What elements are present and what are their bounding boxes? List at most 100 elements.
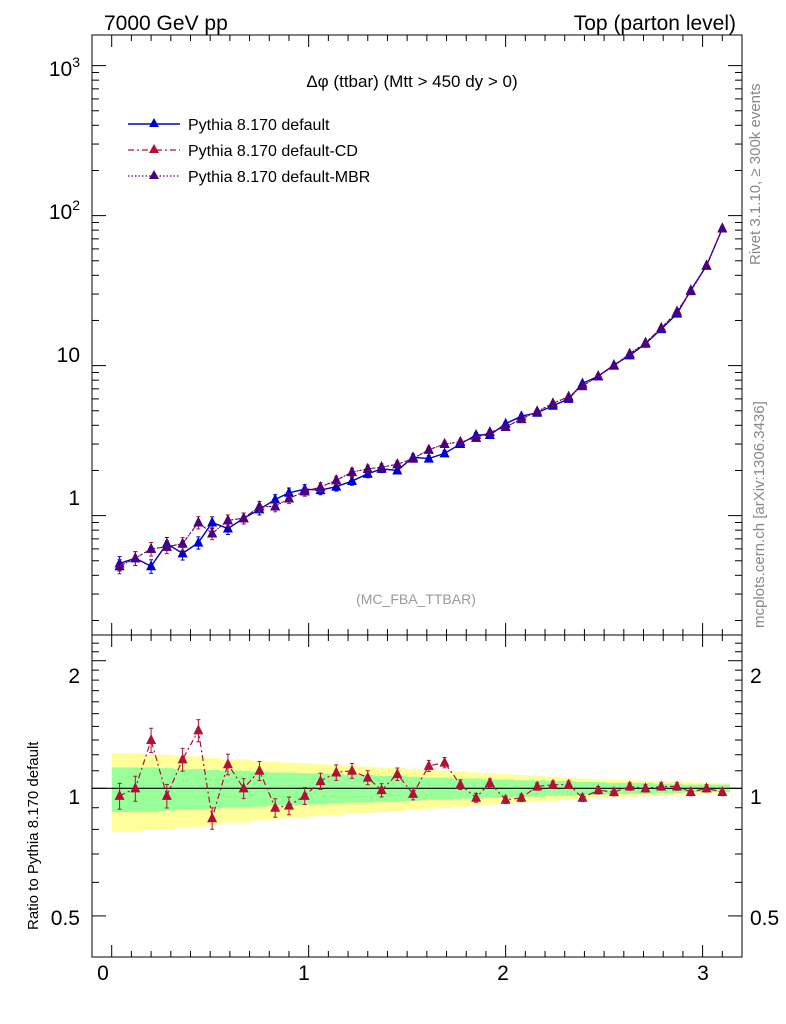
data-point-mbr bbox=[685, 285, 696, 296]
data-point-mbr bbox=[547, 397, 558, 408]
data-point-mbr bbox=[516, 413, 527, 424]
ratio-point-cd bbox=[471, 791, 482, 802]
ratio-tick-05-right: 0.5 bbox=[750, 907, 779, 930]
ratio-point-cd bbox=[283, 799, 294, 810]
data-point-mbr bbox=[161, 540, 172, 551]
mcplots-label: mcplots.cern.ch [arXiv:1306.3436] bbox=[751, 401, 768, 628]
analysis-watermark: (MC_FBA_TTBAR) bbox=[356, 591, 476, 607]
legend-entry-cd: Pythia 8.170 default-CD bbox=[128, 143, 358, 160]
data-point-mbr bbox=[376, 461, 387, 472]
data-point-mbr bbox=[608, 359, 619, 370]
legend-label-cd: Pythia 8.170 default-CD bbox=[188, 143, 358, 160]
ratio-y-tick-labels: 2 1 0.5 2 1 0.5 bbox=[51, 665, 779, 930]
data-point-mbr bbox=[299, 485, 310, 496]
data-point-mbr bbox=[672, 305, 682, 316]
data-point-mbr bbox=[270, 500, 281, 511]
data-point-mbr bbox=[207, 527, 218, 538]
data-point-mbr bbox=[640, 336, 651, 347]
series-line-default bbox=[119, 228, 723, 568]
data-point-mbr bbox=[130, 552, 141, 563]
data-point-mbr bbox=[331, 474, 342, 485]
ratio-point-cd bbox=[347, 764, 357, 775]
data-point-default bbox=[347, 475, 357, 486]
data-point-default bbox=[439, 447, 450, 458]
data-point-mbr bbox=[577, 380, 588, 391]
ratio-point-cd bbox=[701, 782, 712, 793]
ratio-panel-frame bbox=[91, 634, 743, 958]
ratio-tick-1-left: 1 bbox=[68, 786, 80, 809]
ratio-point-cd bbox=[408, 787, 419, 798]
main-y-tick-labels: 103 102 10 1 bbox=[49, 54, 80, 510]
data-point-mbr bbox=[315, 481, 326, 492]
x-tick-0: 0 bbox=[97, 962, 109, 985]
data-point-default bbox=[177, 547, 188, 558]
data-point-mbr bbox=[177, 537, 188, 548]
data-point-default bbox=[146, 560, 157, 571]
legend-entry-mbr: Pythia 8.170 default-MBR bbox=[128, 169, 370, 186]
ratio-point-cd bbox=[484, 776, 495, 787]
legend-entry-default: Pythia 8.170 default bbox=[128, 117, 330, 134]
data-point-mbr bbox=[656, 322, 667, 333]
series-line-cd bbox=[119, 228, 723, 567]
chart-title: Δφ (ttbar) (Mtt > 450 dy > 0) bbox=[306, 72, 517, 91]
ratio-point-cd bbox=[331, 766, 342, 777]
header-left: 7000 GeV pp bbox=[104, 12, 228, 35]
legend-marker-mbr bbox=[149, 170, 159, 179]
data-point-default bbox=[222, 522, 233, 533]
ratio-tick-2-left: 2 bbox=[68, 665, 80, 688]
ratio-point-cd bbox=[593, 784, 604, 795]
ratio-point-cd bbox=[114, 789, 125, 800]
data-point-default bbox=[193, 536, 204, 547]
data-point-mbr bbox=[563, 390, 574, 401]
ratio-uncertainty-bands bbox=[92, 753, 742, 832]
axis-ticks bbox=[92, 35, 743, 958]
y-tick-10: 10 bbox=[57, 344, 80, 367]
ratio-point-cd bbox=[423, 759, 434, 770]
data-point-mbr bbox=[701, 259, 712, 270]
ratio-y-axis-label: Ratio to Pythia 8.170 default bbox=[25, 741, 42, 930]
ratio-point-cd bbox=[640, 782, 651, 793]
ratio-point-cd bbox=[193, 724, 204, 735]
ratio-point-cd bbox=[500, 793, 511, 804]
ratio-point-cd bbox=[238, 782, 249, 793]
ratio-point-cd bbox=[146, 734, 157, 745]
rivet-label: Rivet 3.1.10, ≥ 300k events bbox=[747, 83, 764, 265]
ratio-point-cd bbox=[207, 812, 218, 823]
x-tick-labels: 0 1 2 3 bbox=[97, 962, 709, 985]
ratio-point-cd bbox=[624, 780, 635, 791]
data-point-mbr bbox=[283, 492, 294, 503]
ratio-tick-05-left: 0.5 bbox=[51, 907, 80, 930]
data-point-mbr bbox=[455, 435, 466, 446]
ratio-point-cd bbox=[161, 789, 172, 800]
data-point-mbr bbox=[114, 560, 125, 571]
ratio-series-layer bbox=[114, 719, 728, 830]
y-tick-1: 1 bbox=[68, 487, 80, 510]
data-point-mbr bbox=[408, 452, 419, 463]
ratio-point-cd bbox=[177, 753, 188, 764]
x-tick-1: 1 bbox=[298, 962, 310, 985]
ratio-tick-2-right: 2 bbox=[750, 665, 762, 688]
data-point-mbr bbox=[471, 431, 482, 442]
ratio-point-cd bbox=[392, 768, 403, 779]
data-point-mbr bbox=[146, 542, 157, 553]
legend: Pythia 8.170 default Pythia 8.170 defaul… bbox=[128, 117, 370, 186]
x-tick-2: 2 bbox=[497, 962, 509, 985]
ratio-point-cd bbox=[672, 780, 682, 791]
legend-label-default: Pythia 8.170 default bbox=[188, 117, 330, 134]
series-line-mbr bbox=[119, 228, 723, 567]
legend-label-mbr: Pythia 8.170 default-MBR bbox=[188, 169, 370, 186]
ratio-point-cd bbox=[608, 786, 619, 797]
ratio-point-cd bbox=[315, 775, 326, 786]
ratio-point-cd bbox=[547, 778, 558, 789]
ratio-point-cd bbox=[439, 756, 450, 767]
data-point-default bbox=[423, 452, 434, 463]
data-point-default bbox=[283, 486, 294, 497]
ratio-point-cd bbox=[254, 764, 265, 775]
y-tick-100: 102 bbox=[49, 197, 80, 224]
data-point-mbr bbox=[423, 443, 434, 454]
data-point-mbr bbox=[532, 405, 543, 416]
data-point-default bbox=[392, 464, 403, 475]
ratio-point-cd bbox=[130, 782, 141, 793]
ratio-point-cd bbox=[222, 758, 233, 769]
y-tick-1000: 103 bbox=[49, 54, 80, 81]
